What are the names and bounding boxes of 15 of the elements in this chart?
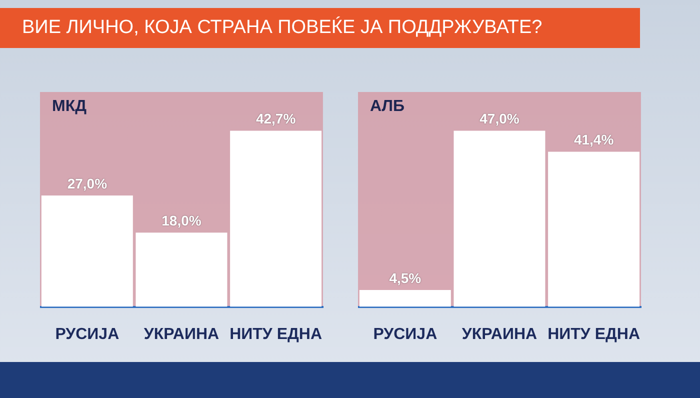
x-tick-label: УКРАИНА — [144, 326, 220, 343]
x-tick-label: НИТУ ЕДНА — [548, 326, 640, 343]
x-tick-label: НИТУ ЕДНА — [230, 326, 322, 343]
data-label: 18,0% — [162, 212, 202, 228]
data-label: 4,5% — [389, 270, 422, 286]
data-label: 41,4% — [574, 132, 614, 148]
x-tick-label: УКРАИНА — [462, 326, 538, 343]
chart-subtitle: МКД — [52, 98, 86, 116]
x-tick-label: РУСИЈА — [55, 326, 120, 343]
chart-subtitle: АЛБ — [370, 98, 404, 116]
data-label: 42,7% — [256, 110, 296, 127]
data-label: 47,0% — [480, 110, 520, 127]
chart-title: ВИЕ ЛИЧНО, КОЈА СТРАНА ПОВЕЌЕ ЈА ПОДДРЖУВАТЕ? — [0, 8, 640, 48]
x-tick-label: РУСИЈА — [373, 326, 438, 343]
data-label: 27,0% — [67, 175, 108, 192]
